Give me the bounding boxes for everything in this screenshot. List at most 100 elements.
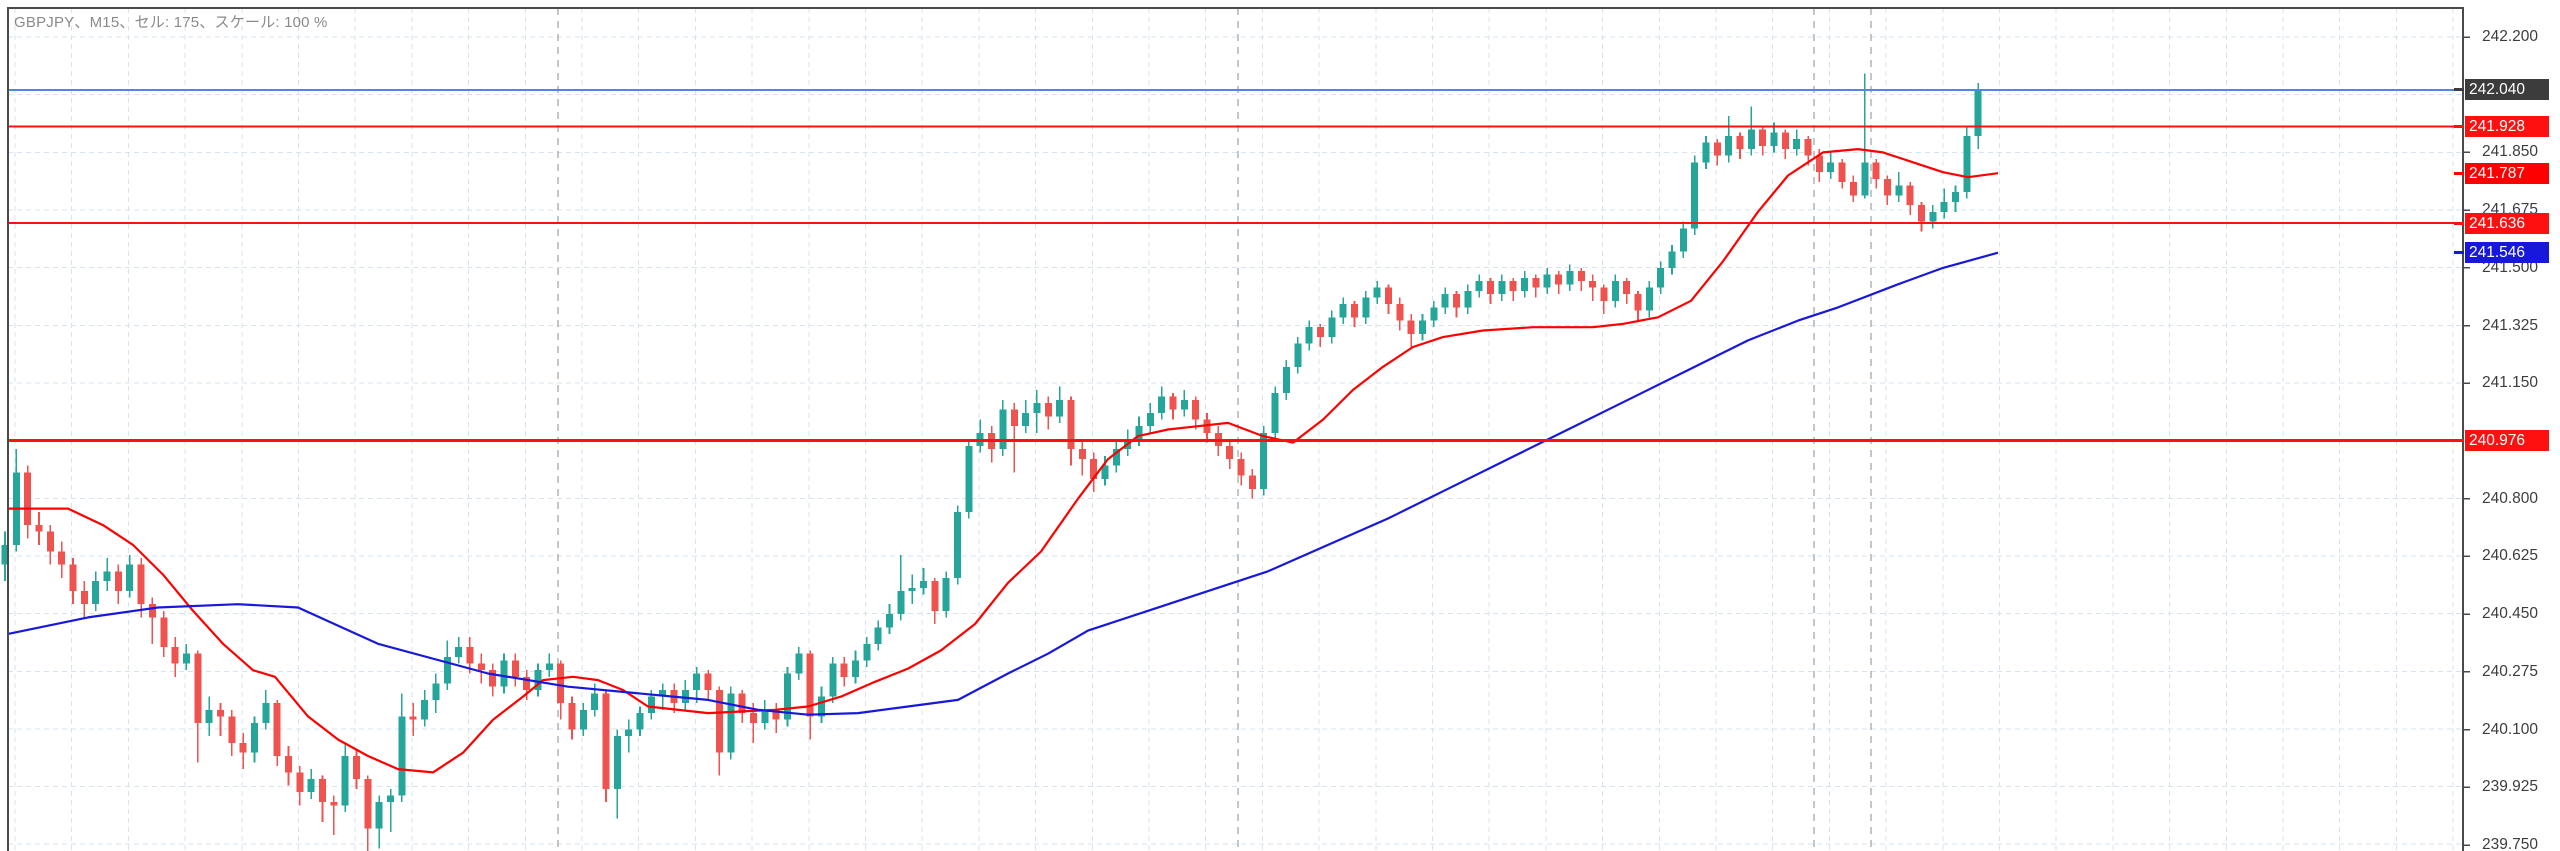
bid-price-badge-tail bbox=[2454, 88, 2464, 91]
candle bbox=[1135, 416, 1143, 446]
candle-body bbox=[1248, 475, 1256, 489]
candle-body bbox=[1044, 403, 1052, 417]
candle bbox=[1736, 132, 1744, 160]
candle-body bbox=[194, 653, 202, 723]
candle-body bbox=[874, 627, 882, 644]
candle bbox=[545, 653, 553, 677]
candle bbox=[727, 686, 735, 760]
candle bbox=[1271, 386, 1279, 440]
ma_slow-value-badge: 241.546 bbox=[2465, 242, 2549, 264]
candle bbox=[579, 703, 587, 737]
candle bbox=[1237, 452, 1245, 486]
candle-body bbox=[1237, 459, 1245, 476]
candle bbox=[852, 650, 859, 684]
candle bbox=[1260, 426, 1268, 496]
candle-body bbox=[1135, 426, 1143, 440]
candle-wick bbox=[1863, 73, 1866, 199]
candle bbox=[330, 795, 338, 836]
candle bbox=[455, 637, 463, 664]
candle bbox=[1498, 274, 1506, 301]
candle bbox=[1384, 284, 1392, 315]
candle bbox=[1815, 149, 1823, 183]
hline-price-badge-tail bbox=[2454, 222, 2464, 225]
candle-body bbox=[636, 713, 644, 730]
candle bbox=[409, 703, 417, 737]
candle bbox=[35, 511, 43, 545]
candle bbox=[1509, 277, 1517, 301]
candle-body bbox=[1339, 304, 1347, 318]
candle-body bbox=[897, 591, 905, 615]
candle bbox=[375, 795, 383, 849]
price-tick-label: 242.200 bbox=[2482, 28, 2539, 45]
candle-body bbox=[296, 772, 304, 793]
candle-body bbox=[1316, 327, 1324, 338]
candle bbox=[1657, 261, 1665, 295]
candle bbox=[69, 558, 77, 605]
candle bbox=[761, 699, 769, 730]
candle-body bbox=[1589, 281, 1597, 288]
candle bbox=[1872, 159, 1880, 189]
candle-body bbox=[1396, 304, 1404, 321]
candle bbox=[1781, 129, 1789, 160]
candle bbox=[1396, 297, 1404, 331]
candle bbox=[1849, 175, 1857, 202]
candle-body bbox=[1010, 409, 1018, 427]
candle bbox=[1192, 396, 1200, 430]
candle bbox=[160, 610, 168, 658]
price-tick-label: 241.325 bbox=[2482, 316, 2539, 334]
candle-body bbox=[1487, 281, 1495, 295]
candle bbox=[137, 558, 145, 618]
candle-body bbox=[511, 660, 519, 677]
candle bbox=[954, 505, 962, 585]
candle-body bbox=[920, 581, 928, 588]
candle bbox=[920, 567, 928, 595]
candle-body bbox=[1192, 399, 1200, 420]
candle-body bbox=[1067, 399, 1075, 450]
price-axis[interactable]: 242.200 241.850 241.675 241.500 241.325 241.1… bbox=[2454, 0, 2560, 851]
hline-price-badge[interactable]: 241.928 bbox=[2465, 116, 2549, 138]
ma-slow-line bbox=[7, 251, 1999, 716]
candle-body bbox=[602, 693, 610, 789]
candles-series bbox=[1, 73, 1982, 851]
candle bbox=[1487, 277, 1495, 305]
candle-body bbox=[1793, 139, 1801, 150]
candle-body bbox=[1407, 320, 1415, 334]
candle bbox=[443, 640, 451, 690]
candle bbox=[795, 647, 803, 681]
candle bbox=[296, 765, 304, 806]
candle-body bbox=[398, 716, 406, 796]
candle-body bbox=[1895, 185, 1903, 196]
candle bbox=[1146, 403, 1154, 433]
candle bbox=[194, 650, 202, 763]
candle bbox=[931, 577, 939, 625]
candle-body bbox=[1, 544, 9, 565]
candle bbox=[1294, 337, 1302, 374]
candle-body bbox=[92, 581, 100, 605]
candle bbox=[1543, 267, 1551, 295]
candle-body bbox=[375, 802, 383, 829]
candle bbox=[421, 689, 429, 727]
candle-body bbox=[954, 511, 962, 578]
candle bbox=[965, 439, 973, 519]
candle-body bbox=[806, 653, 814, 717]
candle-body bbox=[250, 722, 258, 753]
candle-body bbox=[1940, 201, 1948, 212]
candle bbox=[477, 653, 485, 684]
hline-price-badge[interactable]: 240.976 bbox=[2465, 430, 2549, 452]
candle-body bbox=[330, 802, 338, 806]
hline-price-badge[interactable]: 241.636 bbox=[2465, 212, 2549, 234]
candle-body bbox=[1555, 274, 1563, 285]
candle bbox=[1691, 155, 1699, 235]
candle-body bbox=[1668, 251, 1676, 268]
candle bbox=[103, 558, 111, 592]
candle-body bbox=[80, 591, 88, 605]
candle bbox=[1180, 389, 1188, 417]
candle bbox=[647, 689, 655, 720]
candle bbox=[1203, 412, 1211, 443]
candle bbox=[1895, 172, 1903, 202]
price-tick-label: 239.925 bbox=[2482, 778, 2539, 796]
candle-body bbox=[353, 755, 361, 780]
candle-body bbox=[103, 571, 111, 582]
